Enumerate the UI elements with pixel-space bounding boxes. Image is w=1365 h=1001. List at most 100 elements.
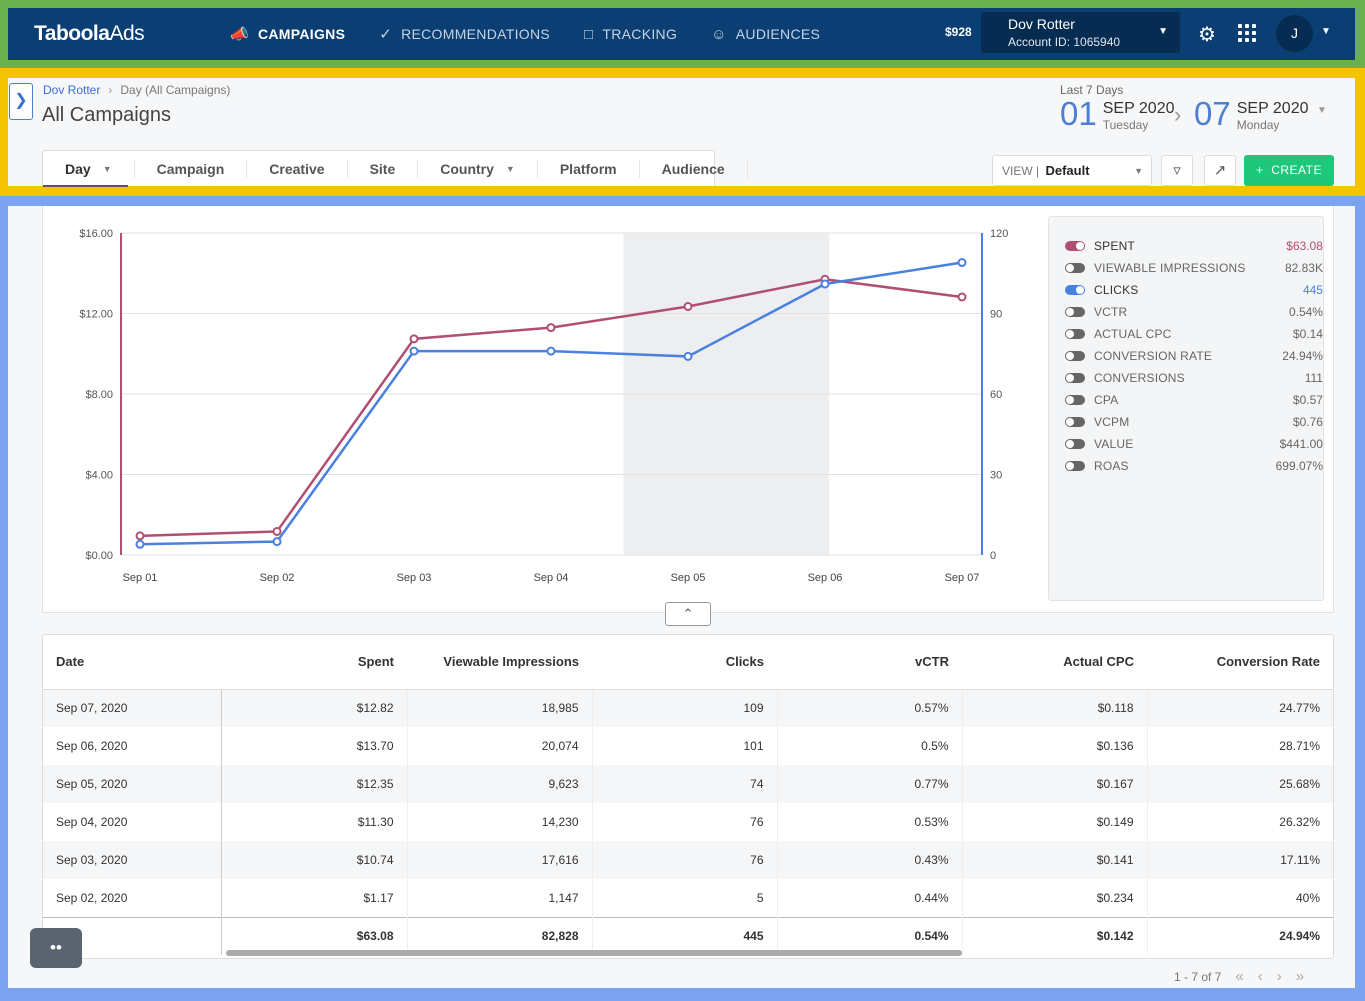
chart-card: $0.00 0 $4.00 30 $8.00 60 $12.00 90 $16.00 120 Sep… [42, 206, 1334, 613]
table-cell: $0.141 [962, 841, 1148, 879]
toggle-switch[interactable] [1065, 351, 1085, 361]
column-header[interactable]: Date [43, 635, 221, 690]
table-row[interactable]: Sep 05, 2020 $12.35 9,623 74 0.77% $0.167 25.6… [43, 765, 1333, 803]
metric-toggle-row[interactable]: CONVERSION RATE 24.94% [1065, 345, 1323, 367]
chevron-up-icon: ⌃ [682, 606, 694, 621]
data-table-card: Date Spent Viewable Impressions Clicks vCTR A… [42, 634, 1334, 959]
nav-item-tracking[interactable]: □ TRACKING [584, 25, 677, 43]
total-cell: 82,828 [407, 916, 593, 955]
metric-toggle-row[interactable]: ACTUAL CPC $0.14 [1065, 323, 1323, 345]
metric-label: CPA [1093, 393, 1119, 407]
filter-button[interactable]: ▿ [1161, 155, 1193, 186]
table-cell: 0.53% [777, 803, 963, 841]
account-selector[interactable]: Dov Rotter Account ID: 1065940 ▼ [981, 12, 1180, 53]
column-header[interactable]: vCTR [777, 635, 962, 690]
metric-toggle-row[interactable]: VALUE $441.00 [1065, 433, 1323, 455]
table-row[interactable]: Sep 07, 2020 $12.82 18,985 109 0.57% $0.118 24… [43, 689, 1333, 727]
filter-icon: ▿ [1173, 162, 1181, 179]
breadcrumb: Dov Rotter › Day (All Campaigns) [43, 83, 230, 97]
tab-day[interactable]: Day ▼ [43, 159, 135, 178]
tab-country[interactable]: Country ▼ [418, 159, 538, 178]
last-page-icon[interactable]: » [1295, 968, 1305, 985]
caret-down-icon[interactable]: ▼ [1321, 26, 1331, 37]
metric-value: 24.94% [1282, 349, 1323, 363]
table-row[interactable]: Sep 02, 2020 $1.17 1,147 5 0.44% $0.234 40% [43, 879, 1333, 917]
performance-chart[interactable]: $0.00 0 $4.00 30 $8.00 60 $12.00 90 $16.00 120 Sep… [43, 206, 1043, 606]
horizontal-scrollbar[interactable] [226, 950, 962, 956]
column-header[interactable]: Clicks [592, 635, 777, 690]
metric-value: 82.83K [1284, 261, 1323, 275]
tab-site[interactable]: Site [348, 159, 419, 178]
column-header[interactable]: Viewable Impressions [407, 635, 592, 690]
avatar[interactable]: J [1276, 15, 1313, 52]
toggle-switch[interactable] [1065, 307, 1085, 317]
toggle-switch[interactable] [1065, 329, 1085, 339]
table-cell: $10.74 [221, 841, 408, 879]
collapse-chart-button[interactable]: ⌃ [665, 602, 711, 626]
metric-toggle-row[interactable]: CLICKS 445 [1065, 279, 1323, 301]
gear-icon[interactable]: ⚙ [1198, 24, 1216, 46]
toggle-switch[interactable] [1065, 395, 1085, 405]
nav-item-recommendations[interactable]: ✓ RECOMMENDATIONS [379, 25, 550, 43]
date-from[interactable]: 01 SEP 2020 Tuesday [1060, 96, 1175, 133]
data-point-spent [409, 334, 419, 344]
column-header[interactable]: Actual CPC [962, 635, 1147, 690]
tab-campaign[interactable]: Campaign [135, 159, 248, 178]
metric-toggle-row[interactable]: SPENT $63.08 [1065, 235, 1323, 257]
metric-toggle-row[interactable]: CONVERSIONS 111 [1065, 367, 1323, 389]
data-point-clicks [957, 258, 967, 268]
chat-bot-icon[interactable]: •• [30, 928, 82, 968]
tab-audience[interactable]: Audience [640, 159, 748, 178]
y-left-tick-label: $0.00 [85, 550, 113, 562]
table-cell: $0.149 [962, 803, 1148, 841]
date-from-month: SEP 2020 [1102, 100, 1175, 117]
data-point-clicks [683, 351, 693, 361]
plus-icon: + [1256, 163, 1264, 177]
table-cell: 0.77% [777, 765, 963, 803]
pagination: 1 - 7 of 7 « ‹ › » [1174, 968, 1304, 985]
metric-toggle-row[interactable]: ROAS 699.07% [1065, 455, 1323, 477]
table-row[interactable]: Sep 06, 2020 $13.70 20,074 101 0.5% $0.136 28.… [43, 727, 1333, 765]
column-header[interactable]: Conversion Rate [1147, 635, 1333, 690]
apps-grid-icon[interactable] [1238, 24, 1256, 42]
page-title: All Campaigns [42, 104, 171, 126]
breadcrumb-root[interactable]: Dov Rotter [43, 83, 101, 97]
create-button[interactable]: + CREATE [1244, 155, 1334, 186]
toggle-switch[interactable] [1065, 439, 1085, 449]
toggle-switch[interactable] [1065, 263, 1085, 273]
breadcrumb-current: Day (All Campaigns) [120, 83, 231, 97]
next-page-icon[interactable]: › [1276, 968, 1282, 985]
caret-down-icon: ▼ [102, 163, 112, 174]
prev-page-icon[interactable]: ‹ [1257, 968, 1263, 985]
metric-label: VALUE [1093, 437, 1134, 451]
x-tick-label: Sep 06 [808, 572, 843, 584]
toggle-switch[interactable] [1065, 285, 1085, 295]
view-select[interactable]: VIEW | Default ▼ [992, 155, 1152, 186]
metric-toggle-row[interactable]: VCPM $0.76 [1065, 411, 1323, 433]
metric-toggle-row[interactable]: CPA $0.57 [1065, 389, 1323, 411]
first-page-icon[interactable]: « [1235, 968, 1244, 985]
date-to[interactable]: 07 SEP 2020 Monday [1194, 96, 1308, 133]
tab-creative[interactable]: Creative [247, 159, 348, 178]
export-button[interactable]: ↗ [1204, 155, 1236, 186]
metric-toggle-row[interactable]: VCTR 0.54% [1065, 301, 1323, 323]
nav-item-audiences[interactable]: ☺ AUDIENCES [711, 25, 820, 43]
x-tick-label: Sep 07 [945, 572, 980, 584]
sidebar-toggle-button[interactable]: ❯ [9, 83, 33, 120]
metric-toggle-row[interactable]: VIEWABLE IMPRESSIONS 82.83K [1065, 257, 1323, 279]
create-label: CREATE [1271, 163, 1322, 177]
toggle-switch[interactable] [1065, 241, 1085, 251]
tab-platform[interactable]: Platform [538, 159, 640, 178]
column-header[interactable]: Spent [221, 635, 407, 690]
toggle-switch[interactable] [1065, 373, 1085, 383]
nav-item-campaigns[interactable]: 📣 CAMPAIGNS [230, 25, 345, 43]
toggle-switch[interactable] [1065, 417, 1085, 427]
pager-of: of 7 [1201, 969, 1222, 984]
table-row[interactable]: Sep 03, 2020 $10.74 17,616 76 0.43% $0.141 17.… [43, 841, 1333, 879]
taboola-logo[interactable]: TaboolaAds [34, 22, 204, 46]
table-row[interactable]: Sep 04, 2020 $11.30 14,230 76 0.53% $0.149 26.… [43, 803, 1333, 841]
data-table: Date Spent Viewable Impressions Clicks vCTR A… [43, 635, 1333, 955]
toggle-switch[interactable] [1065, 461, 1085, 471]
totals-row: $63.08 82,828 445 0.54% $0.142 24.94% [43, 916, 1333, 955]
date-range-caret-icon[interactable]: ▼ [1317, 105, 1327, 116]
